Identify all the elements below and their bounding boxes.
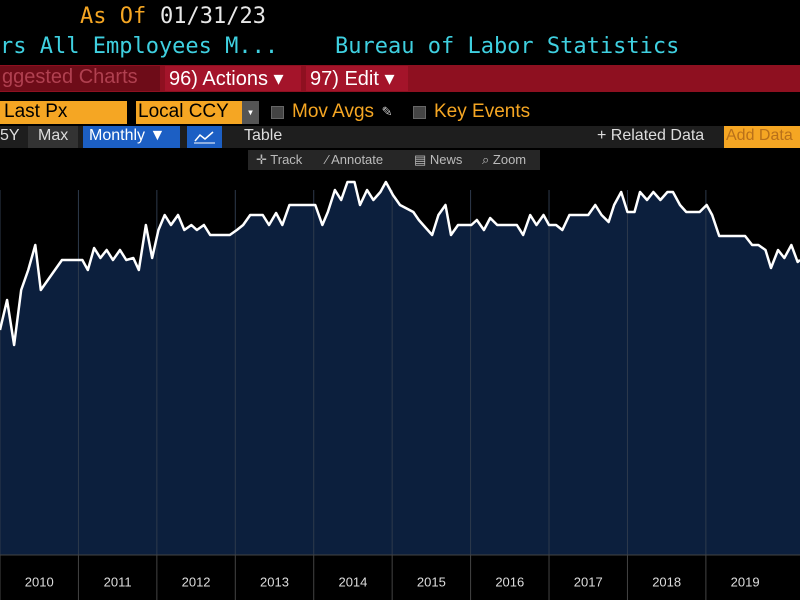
table-button[interactable]: Table <box>244 127 283 144</box>
source: Bureau of Labor Statistics <box>335 34 680 59</box>
zoom-label: Zoom <box>492 152 527 167</box>
x-tick-label: 2013 <box>260 574 289 589</box>
range-max[interactable]: Max <box>38 127 69 144</box>
key-events[interactable]: Key Events <box>434 101 531 122</box>
track-label: Track <box>270 152 303 167</box>
x-tick-label: 2010 <box>25 574 54 589</box>
chart-tools <box>248 150 540 170</box>
period-select[interactable]: Monthly ▼ <box>83 126 180 148</box>
chart-icon <box>194 131 215 144</box>
dropdown-arrow[interactable]: ▾ <box>242 101 259 124</box>
as-of-label: As Of <box>80 4 147 29</box>
x-tick-label: 2011 <box>104 574 132 589</box>
mov-avgs[interactable]: Mov Avgs <box>292 101 375 122</box>
range-max-bg <box>28 126 78 148</box>
x-tick-label: 2018 <box>652 574 681 589</box>
x-tick-label: 2015 <box>417 574 446 589</box>
field-select[interactable]: Last Px <box>0 101 127 124</box>
chart-type-button[interactable] <box>187 126 222 148</box>
currency-select[interactable]: Local CCY <box>136 101 242 124</box>
checkbox[interactable] <box>271 106 284 119</box>
area-fill <box>0 182 800 555</box>
zoom-tool[interactable]: ⌕ Zoom <box>482 152 527 167</box>
as-of-date[interactable]: 01/31/23 <box>160 4 266 29</box>
related-data[interactable]: + Related Data <box>597 127 705 144</box>
checkbox[interactable] <box>413 106 426 119</box>
range-5y[interactable]: 5Y <box>0 127 20 144</box>
x-tick-label: 2012 <box>182 574 211 589</box>
x-tick-label: 2014 <box>338 574 367 589</box>
annotate-tool[interactable]: ⁄ Annotate <box>326 152 384 167</box>
edit-menu[interactable]: 97) Edit ▾ <box>306 66 408 91</box>
x-tick-label: 2016 <box>495 574 524 589</box>
x-axis-band <box>0 555 800 600</box>
actions-menu[interactable]: 96) Actions ▾ <box>165 66 301 91</box>
news-label: News <box>429 152 463 167</box>
suggested-charts[interactable]: ggested Charts <box>0 66 160 91</box>
line <box>0 180 800 347</box>
x-tick-label: 2019 <box>731 574 760 589</box>
pencil-icon[interactable]: ✎ <box>382 101 392 120</box>
track-tool[interactable]: ✛ Track <box>256 152 303 167</box>
news-tool[interactable]: ▤ News <box>414 152 463 167</box>
add-data-input[interactable]: Add Data <box>724 126 800 148</box>
x-tick-label: 2017 <box>574 574 603 589</box>
security-name: rs All Employees M... <box>0 34 279 59</box>
annotate-label: Annotate <box>331 152 384 167</box>
